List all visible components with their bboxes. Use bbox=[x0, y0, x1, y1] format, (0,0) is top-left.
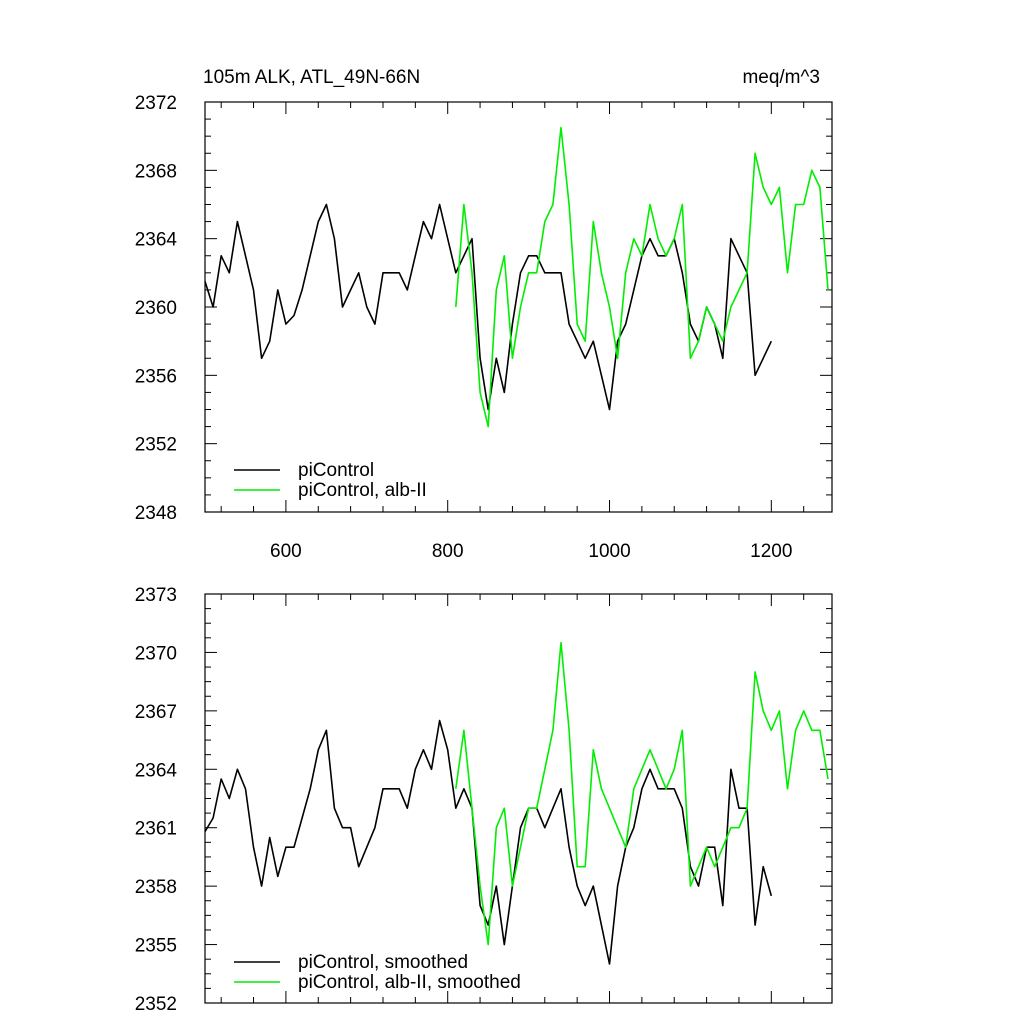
series-line-picontrol bbox=[204, 719, 773, 965]
y-tick-label: 2356 bbox=[135, 366, 177, 387]
top-panel: 105m ALK, ATL_49N-66N meq/m^3 2348 2352 23… bbox=[135, 67, 833, 562]
y-tick-label: 2364 bbox=[135, 230, 178, 251]
series-line-picontrol bbox=[204, 203, 773, 411]
x-tick-label: 800 bbox=[432, 541, 464, 562]
series-line-alb-ii bbox=[455, 641, 829, 946]
chart-units: meq/m^3 bbox=[742, 67, 820, 88]
x-tick-label: 1000 bbox=[588, 541, 630, 562]
legend-label: piControl bbox=[298, 460, 374, 481]
y-tick-label: 2372 bbox=[135, 93, 177, 114]
y-tick-label: 2370 bbox=[135, 643, 177, 664]
y-tick-label: 2373 bbox=[135, 585, 177, 606]
x-tick-label: 1200 bbox=[750, 541, 792, 562]
y-tick-label: 2364 bbox=[135, 760, 178, 781]
legend-label: piControl, alb-II bbox=[298, 480, 427, 501]
y-tick-label: 2367 bbox=[135, 702, 177, 723]
x-tick-label: 600 bbox=[270, 541, 302, 562]
bottom-panel: 2352 2355 2358 2361 2364 2367 2370 2373 piContro… bbox=[135, 585, 833, 1015]
series-line-alb-ii bbox=[455, 126, 829, 428]
y-tick-label: 2360 bbox=[135, 298, 177, 319]
chart-title: 105m ALK, ATL_49N-66N bbox=[203, 67, 420, 88]
y-tick-label: 2352 bbox=[135, 435, 177, 456]
legend-label: piControl, smoothed bbox=[298, 952, 468, 973]
y-tick-label: 2352 bbox=[135, 994, 177, 1015]
y-tick-label: 2361 bbox=[135, 819, 177, 840]
y-tick-label: 2348 bbox=[135, 503, 177, 524]
y-tick-label: 2368 bbox=[135, 161, 177, 182]
plot-frame bbox=[204, 593, 833, 1004]
y-tick-label: 2355 bbox=[135, 936, 177, 957]
y-tick-label: 2358 bbox=[135, 877, 177, 898]
plot-frame bbox=[204, 101, 833, 513]
legend-label: piControl, alb-II, smoothed bbox=[298, 972, 521, 993]
